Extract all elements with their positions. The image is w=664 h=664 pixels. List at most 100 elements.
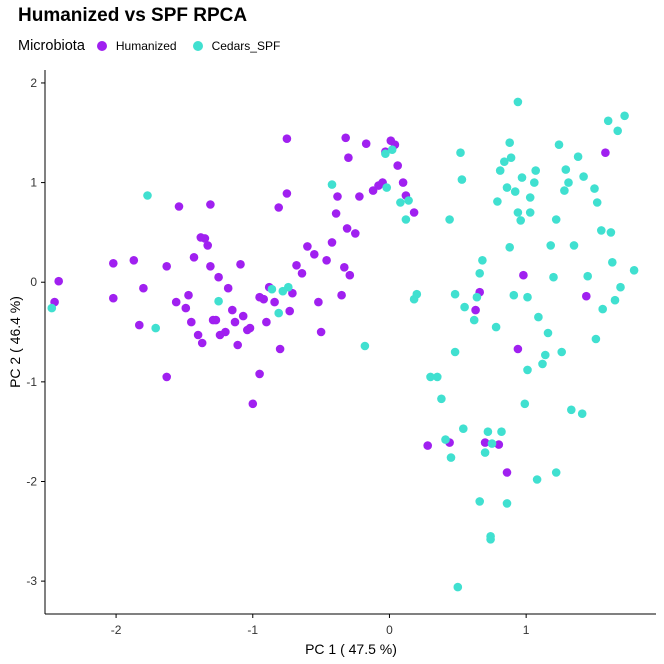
legend-title: Microbiota bbox=[18, 38, 85, 54]
point-humanized bbox=[206, 262, 215, 271]
point-cedars-spf bbox=[267, 284, 277, 294]
point-cedars-spf bbox=[549, 272, 558, 282]
point-cedars-spf bbox=[520, 399, 530, 409]
legend-label-humanized: Humanized bbox=[115, 39, 177, 53]
point-cedars-spf bbox=[579, 172, 588, 181]
point-humanized bbox=[206, 200, 215, 209]
point-humanized bbox=[187, 317, 196, 327]
point-humanized bbox=[262, 317, 271, 327]
point-cedars-spf bbox=[491, 322, 501, 332]
point-cedars-spf bbox=[143, 191, 152, 200]
point-cedars-spf bbox=[532, 475, 542, 484]
point-humanized bbox=[200, 234, 210, 243]
point-cedars-spf bbox=[502, 183, 512, 192]
points-layer bbox=[47, 97, 639, 592]
point-humanized bbox=[221, 327, 230, 337]
chart-title: Humanized vs SPF RPCA bbox=[18, 5, 248, 26]
point-cedars-spf bbox=[475, 497, 485, 506]
point-cedars-spf bbox=[457, 175, 467, 184]
point-humanized bbox=[331, 209, 341, 218]
point-cedars-spf bbox=[459, 424, 468, 434]
point-cedars-spf bbox=[214, 296, 223, 306]
y-tick-label: -2 bbox=[26, 474, 37, 488]
point-humanized bbox=[203, 241, 212, 250]
point-humanized bbox=[340, 263, 349, 272]
point-humanized bbox=[275, 344, 285, 354]
point-humanized bbox=[274, 203, 284, 212]
point-humanized bbox=[255, 369, 264, 379]
point-humanized bbox=[223, 283, 233, 293]
point-humanized bbox=[135, 320, 144, 330]
point-humanized bbox=[337, 290, 346, 300]
point-cedars-spf bbox=[538, 359, 547, 369]
point-humanized bbox=[310, 250, 319, 259]
point-humanized bbox=[129, 255, 139, 265]
point-cedars-spf bbox=[486, 535, 495, 544]
point-humanized bbox=[368, 186, 378, 195]
point-cedars-spf bbox=[598, 304, 607, 314]
point-humanized bbox=[471, 305, 480, 315]
point-humanized bbox=[245, 323, 255, 333]
x-tick-label: -1 bbox=[247, 623, 258, 637]
point-humanized bbox=[162, 372, 171, 382]
point-cedars-spf bbox=[523, 292, 532, 302]
point-humanized bbox=[270, 297, 279, 307]
point-cedars-spf bbox=[603, 116, 613, 126]
point-cedars-spf bbox=[591, 334, 601, 344]
point-cedars-spf bbox=[530, 178, 539, 187]
point-cedars-spf bbox=[284, 282, 293, 292]
legend-item-cedars-spf: Cedars_SPF bbox=[192, 39, 280, 53]
point-cedars-spf bbox=[551, 468, 561, 477]
point-cedars-spf bbox=[510, 187, 520, 196]
x-axis-label: PC 1 ( 47.5 %) bbox=[305, 641, 397, 657]
y-tick-label: 1 bbox=[30, 176, 37, 190]
x-tick-label: 0 bbox=[386, 623, 393, 637]
point-cedars-spf bbox=[450, 289, 460, 299]
point-cedars-spf bbox=[396, 198, 405, 207]
point-cedars-spf bbox=[525, 208, 535, 217]
point-cedars-spf bbox=[534, 312, 543, 322]
point-humanized bbox=[162, 262, 171, 271]
x-tick-label: 1 bbox=[523, 623, 530, 637]
point-humanized bbox=[184, 290, 193, 300]
point-cedars-spf bbox=[620, 111, 629, 121]
point-cedars-spf bbox=[517, 173, 527, 182]
point-humanized bbox=[513, 344, 523, 354]
point-cedars-spf bbox=[401, 215, 411, 224]
point-humanized bbox=[409, 208, 419, 217]
point-humanized bbox=[297, 269, 307, 278]
point-humanized bbox=[171, 297, 181, 307]
point-cedars-spf bbox=[610, 295, 620, 305]
point-cedars-spf bbox=[531, 166, 540, 175]
point-cedars-spf bbox=[560, 186, 569, 195]
point-cedars-spf bbox=[47, 303, 57, 313]
point-cedars-spf bbox=[616, 282, 625, 292]
point-cedars-spf bbox=[472, 292, 482, 302]
point-cedars-spf bbox=[445, 215, 454, 224]
point-humanized bbox=[480, 438, 490, 447]
point-humanized bbox=[285, 306, 295, 316]
y-tick-label: 0 bbox=[30, 275, 37, 289]
point-humanized bbox=[314, 297, 323, 307]
point-cedars-spf bbox=[516, 216, 525, 225]
point-humanized bbox=[601, 148, 610, 157]
point-cedars-spf bbox=[382, 183, 392, 192]
point-cedars-spf bbox=[608, 258, 617, 267]
point-humanized bbox=[423, 441, 433, 450]
point-cedars-spf bbox=[597, 226, 606, 235]
point-cedars-spf bbox=[475, 269, 485, 278]
point-humanized bbox=[189, 252, 199, 262]
point-humanized bbox=[494, 440, 504, 449]
point-cedars-spf bbox=[577, 409, 587, 419]
point-humanized bbox=[238, 311, 248, 321]
point-cedars-spf bbox=[505, 138, 514, 147]
x-tick-label: -2 bbox=[111, 623, 122, 637]
point-cedars-spf bbox=[412, 289, 422, 299]
point-humanized bbox=[109, 259, 118, 268]
point-humanized bbox=[197, 338, 207, 348]
point-cedars-spf bbox=[460, 302, 469, 312]
point-humanized bbox=[193, 330, 203, 340]
point-humanized bbox=[139, 283, 148, 293]
point-cedars-spf bbox=[387, 145, 397, 154]
